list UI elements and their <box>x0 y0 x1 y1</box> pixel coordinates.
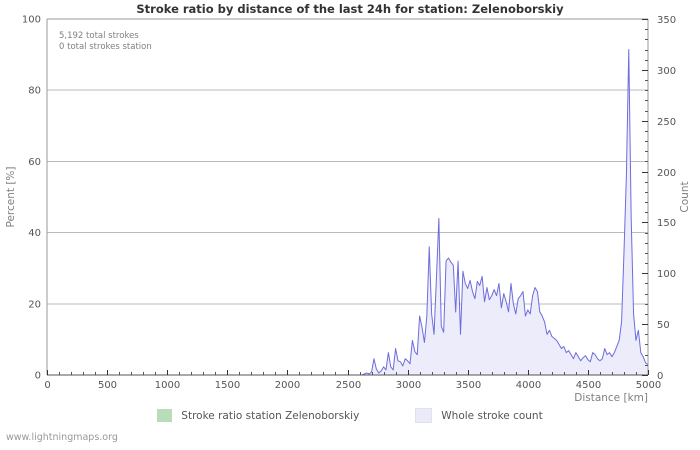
svg-text:50: 50 <box>657 320 670 331</box>
svg-text:Percent [%]: Percent [%] <box>5 166 17 227</box>
svg-text:250: 250 <box>657 117 676 128</box>
svg-text:2500: 2500 <box>336 380 361 391</box>
svg-text:350: 350 <box>657 15 676 26</box>
watermark-text: www.lightningmaps.org <box>6 432 118 443</box>
svg-text:5,192 total strokes: 5,192 total strokes <box>59 31 139 41</box>
svg-text:1000: 1000 <box>155 380 180 391</box>
chart-legend: Stroke ratio station Zelenoborskiy Whole… <box>0 408 700 423</box>
svg-text:300: 300 <box>657 66 676 77</box>
svg-text:0: 0 <box>35 371 41 382</box>
svg-text:20: 20 <box>28 299 41 310</box>
legend-item-whole-stroke-count: Whole stroke count <box>415 408 543 423</box>
svg-text:100: 100 <box>22 15 41 26</box>
svg-text:40: 40 <box>28 228 41 239</box>
svg-text:0 total strokes station: 0 total strokes station <box>59 42 152 52</box>
svg-text:Distance [km]: Distance [km] <box>574 392 648 404</box>
legend-label: Stroke ratio station Zelenoborskiy <box>181 409 360 422</box>
legend-swatch-icon <box>415 408 433 423</box>
legend-item-stroke-ratio: Stroke ratio station Zelenoborskiy <box>157 409 359 422</box>
svg-text:0: 0 <box>44 380 50 391</box>
svg-text:5000: 5000 <box>636 380 661 391</box>
svg-text:500: 500 <box>98 380 117 391</box>
svg-text:200: 200 <box>657 168 676 179</box>
svg-text:2000: 2000 <box>275 380 300 391</box>
svg-text:150: 150 <box>657 218 676 229</box>
legend-label: Whole stroke count <box>441 409 543 422</box>
svg-text:3500: 3500 <box>456 380 481 391</box>
svg-text:3000: 3000 <box>396 380 421 391</box>
svg-text:4500: 4500 <box>576 380 601 391</box>
svg-text:60: 60 <box>28 157 41 168</box>
svg-text:1500: 1500 <box>215 380 240 391</box>
svg-text:80: 80 <box>28 86 41 97</box>
legend-swatch-icon <box>157 409 173 422</box>
svg-text:0: 0 <box>657 371 663 382</box>
svg-text:Count: Count <box>679 181 691 212</box>
chart-title: Stroke ratio by distance of the last 24h… <box>136 2 564 16</box>
svg-text:100: 100 <box>657 269 676 280</box>
svg-text:4000: 4000 <box>516 380 541 391</box>
